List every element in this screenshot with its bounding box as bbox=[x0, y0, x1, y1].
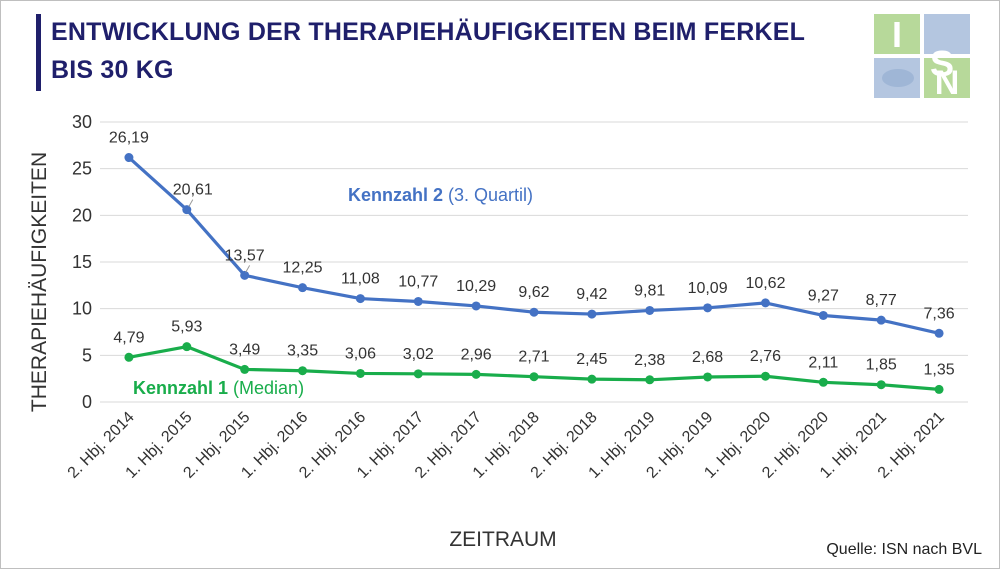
data-label-kennzahl-1: 1,35 bbox=[923, 361, 954, 378]
data-point-kennzahl-2 bbox=[413, 296, 423, 306]
series-label-kennzahl-1-name: Kennzahl 1 bbox=[133, 378, 228, 398]
series-label-kennzahl-1: Kennzahl 1 (Median) bbox=[133, 378, 304, 398]
chart-title-line-1: ENTWICKLUNG DER THERAPIEHÄUFIGKEITEN BEI… bbox=[51, 18, 806, 46]
label-leader-line bbox=[188, 199, 194, 207]
data-label-kennzahl-1: 3,35 bbox=[287, 343, 318, 360]
y-tick-label: 20 bbox=[72, 205, 92, 225]
data-point-kennzahl-1 bbox=[703, 372, 713, 382]
y-tick-label: 30 bbox=[72, 112, 92, 132]
data-label-kennzahl-2: 9,27 bbox=[808, 287, 839, 304]
data-label-kennzahl-1: 2,45 bbox=[576, 351, 607, 368]
data-label-kennzahl-2: 20,61 bbox=[173, 182, 213, 199]
data-point-kennzahl-1 bbox=[876, 380, 886, 390]
source-note: Quelle: ISN nach BVL bbox=[826, 541, 982, 558]
data-label-kennzahl-1: 3,02 bbox=[403, 346, 434, 363]
data-labels: 26,19 20,61 13,57 12,25 11,08 10,77 10,29 9,62 9… bbox=[109, 130, 955, 379]
series bbox=[124, 153, 944, 394]
data-point-kennzahl-2 bbox=[355, 294, 365, 304]
data-point-kennzahl-1 bbox=[240, 364, 250, 374]
data-point-kennzahl-2 bbox=[587, 309, 597, 319]
data-point-kennzahl-2 bbox=[934, 328, 944, 338]
y-tick-label: 25 bbox=[72, 159, 92, 179]
data-point-kennzahl-2 bbox=[876, 315, 886, 325]
data-label-kennzahl-2: 10,09 bbox=[688, 280, 728, 297]
data-label-kennzahl-1: 2,76 bbox=[750, 348, 781, 365]
data-label-kennzahl-1: 3,49 bbox=[229, 341, 260, 358]
data-label-kennzahl-2: 10,29 bbox=[456, 278, 496, 295]
series-line-kennzahl-2 bbox=[127, 156, 940, 335]
data-point-kennzahl-1 bbox=[934, 384, 944, 394]
svg-text:N: N bbox=[935, 64, 960, 98]
data-label-kennzahl-2: 13,57 bbox=[225, 247, 265, 264]
data-point-kennzahl-1 bbox=[124, 352, 134, 362]
data-point-kennzahl-2 bbox=[298, 283, 308, 293]
data-label-kennzahl-2: 10,77 bbox=[398, 273, 438, 290]
data-label-kennzahl-1: 3,06 bbox=[345, 345, 376, 362]
data-point-kennzahl-2 bbox=[471, 301, 481, 311]
data-point-kennzahl-2 bbox=[760, 298, 770, 308]
series-label-kennzahl-2-suffix: (3. Quartil) bbox=[443, 185, 533, 205]
data-label-kennzahl-1: 5,93 bbox=[171, 319, 202, 336]
data-label-kennzahl-1: 2,38 bbox=[634, 352, 665, 369]
data-label-kennzahl-2: 9,62 bbox=[518, 284, 549, 301]
svg-text:S: S bbox=[930, 43, 954, 84]
data-point-kennzahl-1 bbox=[818, 377, 828, 387]
series-label-kennzahl-1-suffix: (Median) bbox=[228, 378, 304, 398]
y-tick-label: 10 bbox=[72, 299, 92, 319]
data-point-kennzahl-1 bbox=[529, 372, 539, 382]
data-label-kennzahl-2: 7,36 bbox=[923, 305, 954, 322]
data-label-kennzahl-2: 9,81 bbox=[634, 282, 665, 299]
data-label-kennzahl-1: 2,68 bbox=[692, 349, 723, 366]
y-axis-ticks: 0 5 10 15 20 25 30 bbox=[72, 112, 92, 412]
data-label-kennzahl-2: 8,77 bbox=[866, 292, 897, 309]
data-point-kennzahl-1 bbox=[471, 369, 481, 379]
data-point-kennzahl-2 bbox=[645, 305, 655, 315]
series-label-kennzahl-2-name: Kennzahl 2 bbox=[348, 185, 443, 205]
data-point-kennzahl-1 bbox=[413, 369, 423, 379]
y-tick-label: 5 bbox=[82, 345, 92, 365]
data-point-kennzahl-2 bbox=[818, 310, 828, 320]
data-label-kennzahl-1: 2,96 bbox=[461, 346, 492, 363]
data-point-kennzahl-1 bbox=[355, 368, 365, 378]
series-label-kennzahl-2: Kennzahl 2 (3. Quartil) bbox=[348, 185, 533, 205]
data-label-kennzahl-1: 4,79 bbox=[113, 329, 144, 346]
y-tick-label: 0 bbox=[82, 392, 92, 412]
isn-logo: I S N bbox=[874, 14, 970, 98]
data-label-kennzahl-1: 2,71 bbox=[518, 349, 549, 366]
chart-title-line-2: BIS 30 KG bbox=[51, 56, 174, 84]
data-label-kennzahl-1: 1,85 bbox=[866, 357, 897, 374]
data-point-kennzahl-1 bbox=[760, 371, 770, 381]
data-point-kennzahl-2 bbox=[240, 270, 250, 280]
data-label-kennzahl-2: 9,42 bbox=[576, 286, 607, 303]
x-axis-label: ZEITRAUM bbox=[449, 528, 556, 551]
title-accent-bar bbox=[36, 14, 41, 91]
data-point-kennzahl-2 bbox=[182, 205, 192, 215]
data-point-kennzahl-1 bbox=[587, 374, 597, 384]
data-point-kennzahl-1 bbox=[645, 375, 655, 385]
y-tick-label: 15 bbox=[72, 252, 92, 272]
label-leader-line bbox=[245, 265, 251, 273]
data-point-kennzahl-2 bbox=[124, 153, 134, 163]
data-label-kennzahl-2: 10,62 bbox=[745, 275, 785, 292]
data-label-kennzahl-1: 2,11 bbox=[808, 354, 838, 371]
data-point-kennzahl-1 bbox=[298, 366, 308, 376]
data-point-kennzahl-2 bbox=[529, 307, 539, 317]
svg-text:I: I bbox=[892, 14, 902, 55]
data-label-kennzahl-2: 26,19 bbox=[109, 130, 149, 147]
data-point-kennzahl-1 bbox=[182, 342, 192, 352]
y-axis-label: THERAPIEHÄUFIGKEITEN bbox=[28, 152, 51, 412]
data-point-kennzahl-2 bbox=[703, 303, 713, 313]
data-label-kennzahl-2: 11,08 bbox=[341, 271, 380, 288]
data-label-kennzahl-2: 12,25 bbox=[283, 260, 323, 277]
